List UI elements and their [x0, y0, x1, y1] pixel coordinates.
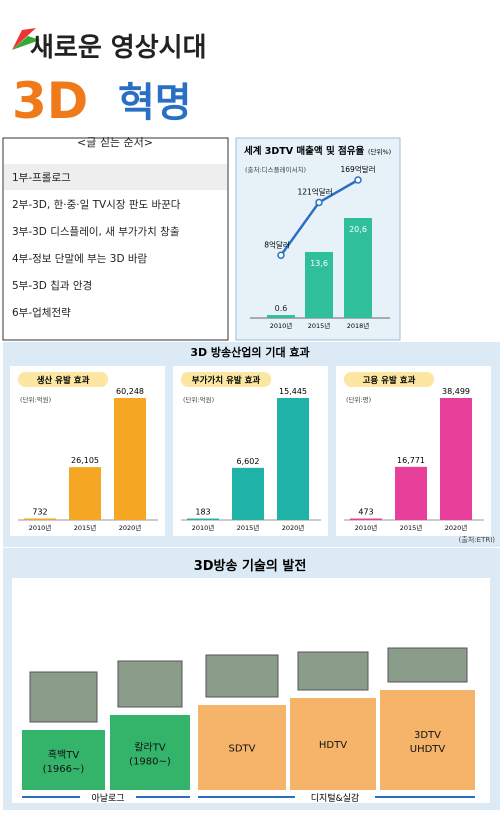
chart-unit: (단위:억원): [183, 395, 214, 404]
bar-label: 26,105: [71, 456, 99, 465]
bar: [305, 251, 333, 318]
stage-box: [22, 730, 105, 790]
stage-period: (1966~): [43, 764, 85, 775]
group-label: 디지털&실감: [311, 792, 359, 804]
chart-title: 세계 3DTV 매출액 및 점유율: [244, 145, 364, 157]
group-bg: [295, 791, 375, 803]
line-point: [315, 198, 323, 207]
title-rest: 혁명: [118, 80, 192, 126]
stage-box: [290, 698, 376, 790]
bar-label: 473: [358, 508, 373, 517]
industry-source: (출처:ETRI): [459, 535, 496, 544]
bar: [395, 466, 427, 520]
bar: [277, 398, 309, 520]
tv-screen: [297, 651, 369, 691]
bar-label: 0.6: [275, 304, 288, 313]
line-label: 8억달러: [264, 240, 289, 249]
order-item: 2부-3D, 한·중·일 TV시장 판도 바꾼다: [12, 198, 181, 211]
stage-label: 3DTV: [414, 730, 441, 741]
chart-unit: (단위:명): [346, 395, 371, 404]
stage-period: (1980~): [129, 757, 171, 768]
x-label: 2010년: [270, 321, 293, 330]
chart-title: 생산 유발 효과: [37, 375, 90, 386]
bar: [232, 467, 264, 520]
x-label: 2018년: [347, 321, 370, 330]
bar-label: 732: [32, 508, 47, 517]
line-point: [277, 251, 285, 260]
line-label: 169억달러: [340, 165, 375, 174]
highlight: [4, 164, 227, 190]
bar-label: 13,6: [310, 259, 328, 268]
tech-title: 3D방송 기술의 발전: [194, 558, 307, 574]
group-bg: [80, 791, 136, 803]
stage-label: 흑백TV: [48, 748, 80, 761]
bar-label: 38,499: [442, 387, 470, 396]
x-label: 2020년: [282, 523, 305, 532]
sub-title-box: [181, 372, 271, 387]
tv-screen: [205, 654, 279, 698]
x-label: 2010년: [192, 523, 215, 532]
bar: [267, 315, 295, 318]
x-label: 2020년: [445, 523, 468, 532]
chart-title: 부가가치 유발 효과: [192, 375, 261, 386]
logo-mark: [12, 28, 36, 50]
x-label: 2020년: [119, 523, 142, 532]
logo-mark: [12, 36, 40, 50]
order-item: 3부-3D 디스플레이, 새 부가가치 창출: [12, 226, 180, 238]
order-item: 4부-정보 단말에 부는 3D 바람: [12, 252, 148, 265]
tv-screen: [29, 671, 98, 723]
x-label: 2015년: [308, 321, 331, 330]
industry-title: 3D 방송산업의 기대 효과: [190, 345, 309, 359]
stage-label: HDTV: [319, 740, 347, 751]
tv-screen: [117, 660, 183, 708]
order-item: 1부-프롤로그: [12, 172, 71, 184]
x-label: 2015년: [400, 523, 423, 532]
order-heading: <글 싣는 순서>: [77, 136, 153, 149]
chart-source: (출처:디스플레이서치): [245, 165, 306, 174]
bar: [350, 518, 382, 520]
bar: [69, 467, 101, 520]
stage-box: [380, 690, 475, 790]
bar-label: 183: [195, 508, 210, 517]
subtitle: 새로운 영상시대: [30, 33, 207, 63]
group-label: 아날로그: [91, 793, 124, 804]
bar-label: 60,248: [116, 387, 144, 396]
bar-label: 15,445: [279, 387, 307, 396]
stage-box: [110, 715, 190, 790]
stage-label: 칼라TV: [134, 741, 166, 754]
title-3d: 3D: [12, 72, 88, 130]
chart-unit: (단위:억원): [20, 395, 51, 404]
line-point: [354, 176, 362, 184]
chart-title: 고용 유발 효과: [363, 375, 416, 386]
sub-title-box: [344, 372, 434, 387]
bar: [114, 398, 146, 520]
x-label: 2010년: [29, 523, 52, 532]
sub-title-box: [18, 372, 108, 387]
bar: [440, 398, 472, 520]
order-item: 5부-3D 칩과 안경: [12, 279, 92, 292]
bar-label: 16,771: [397, 456, 425, 465]
tv-screen: [387, 647, 468, 683]
bar: [187, 518, 219, 520]
line-label: 121억달러: [297, 187, 332, 196]
x-label: 2010년: [355, 523, 378, 532]
bar: [24, 518, 56, 520]
bar: [344, 218, 372, 318]
bar-label: 20,6: [349, 225, 367, 234]
stage-period: UHDTV: [410, 744, 446, 755]
bar-label: 6,602: [237, 457, 260, 466]
stage-box: [198, 705, 286, 790]
x-label: 2015년: [237, 523, 260, 532]
x-label: 2015년: [74, 523, 97, 532]
stage-label: SDTV: [229, 744, 256, 755]
chart-unit: (단위%): [368, 147, 391, 156]
order-item: 6부-업체전략: [12, 306, 71, 319]
